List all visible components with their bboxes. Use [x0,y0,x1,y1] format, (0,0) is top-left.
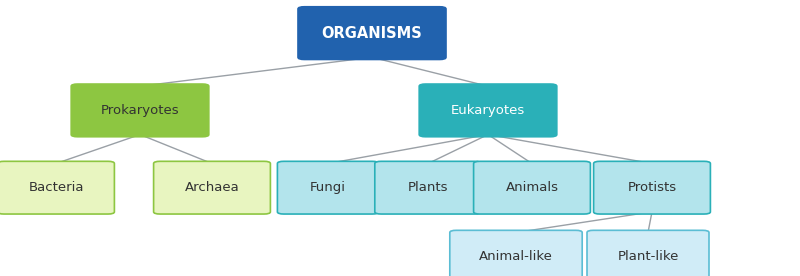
FancyBboxPatch shape [419,84,557,137]
Text: Bacteria: Bacteria [28,181,84,194]
FancyBboxPatch shape [154,161,270,214]
FancyBboxPatch shape [587,230,709,276]
FancyBboxPatch shape [71,84,209,137]
Text: Protists: Protists [627,181,677,194]
FancyBboxPatch shape [0,161,114,214]
FancyBboxPatch shape [374,161,482,214]
Text: ORGANISMS: ORGANISMS [322,26,422,41]
FancyBboxPatch shape [594,161,710,214]
Text: Animals: Animals [506,181,558,194]
Text: Archaea: Archaea [185,181,239,194]
Text: Prokaryotes: Prokaryotes [101,104,179,117]
Text: Plants: Plants [408,181,448,194]
Text: Plant-like: Plant-like [618,250,678,263]
FancyBboxPatch shape [278,161,378,214]
Text: Eukaryotes: Eukaryotes [451,104,525,117]
Text: Fungi: Fungi [310,181,346,194]
FancyBboxPatch shape [298,7,446,60]
FancyBboxPatch shape [450,230,582,276]
FancyBboxPatch shape [474,161,590,214]
Text: Animal-like: Animal-like [479,250,553,263]
